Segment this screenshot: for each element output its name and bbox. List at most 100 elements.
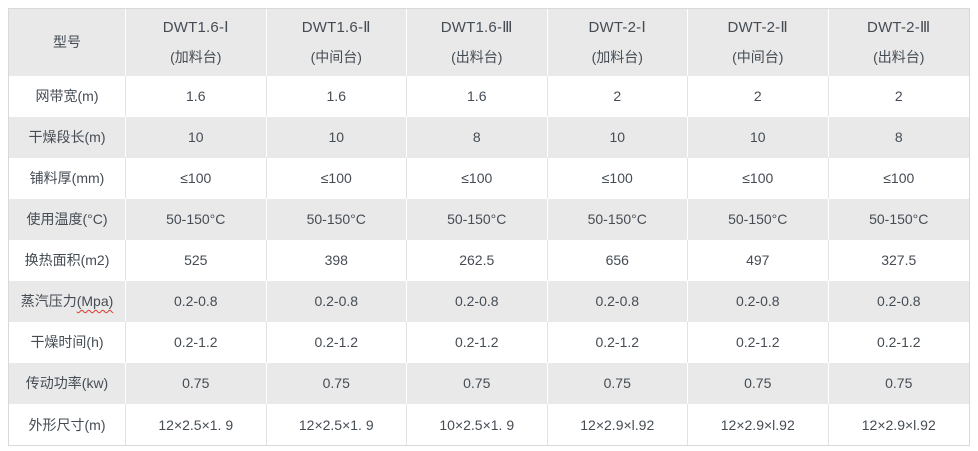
column-header-dwt2-3: DWT-2-Ⅲ (出料台): [828, 9, 969, 76]
cell: 0.2-1.2: [547, 322, 688, 363]
cell: 10: [547, 117, 688, 158]
table-row-layer-thickness: 铺料厚(mm) ≤100 ≤100 ≤100 ≤100 ≤100 ≤100: [9, 158, 969, 199]
row-label-text: 外形尺寸(m): [28, 416, 106, 433]
cell: 10×2.5×1. 9: [407, 404, 548, 445]
cell: 12×2.9×l.92: [828, 404, 969, 445]
table-header: 型号 DWT1.6-Ⅰ (加料台) DWT1.6-Ⅱ (中间台) DWT1.6-…: [9, 9, 969, 76]
cell: 0.75: [126, 363, 267, 404]
spec-table: 型号 DWT1.6-Ⅰ (加料台) DWT1.6-Ⅱ (中间台) DWT1.6-…: [9, 9, 969, 445]
cell: 0.2-1.2: [828, 322, 969, 363]
corner-header-label: 型号: [53, 34, 81, 50]
row-label: 干燥时间(h): [9, 322, 126, 363]
cell: 0.75: [547, 363, 688, 404]
header-row: 型号 DWT1.6-Ⅰ (加料台) DWT1.6-Ⅱ (中间台) DWT1.6-…: [9, 9, 969, 76]
cell: 1.6: [266, 76, 407, 117]
table-row-steam-pressure: 蒸汽压力(Mpa) 0.2-0.8 0.2-0.8 0.2-0.8 0.2-0.…: [9, 281, 969, 322]
cell: 0.2-1.2: [688, 322, 829, 363]
cell: ≤100: [126, 158, 267, 199]
cell: 50-150°C: [266, 199, 407, 240]
cell: 50-150°C: [547, 199, 688, 240]
cell: ≤100: [266, 158, 407, 199]
row-label-text: 传动功率(kw): [25, 375, 109, 391]
cell: 50-150°C: [126, 199, 267, 240]
cell: 0.75: [688, 363, 829, 404]
spellcheck-underline: (Mpa): [76, 293, 114, 309]
table-row-belt-width: 网带宽(m) 1.6 1.6 1.6 2 2 2: [9, 76, 969, 117]
cell: ≤100: [547, 158, 688, 199]
column-header-dwt16-2: DWT1.6-Ⅱ (中间台): [266, 9, 407, 76]
row-label-text: 干燥段长(m): [28, 129, 106, 145]
cell: 2: [688, 76, 829, 117]
cell: 0.2-0.8: [688, 281, 829, 322]
cell: 12×2.9×l.92: [547, 404, 688, 445]
cell: 1.6: [126, 76, 267, 117]
table-row-heat-area: 换热面积(m2) 525 398 262.5 656 497 327.5: [9, 240, 969, 281]
cell: ≤100: [407, 158, 548, 199]
row-label: 使用温度(°C): [9, 199, 126, 240]
cell: 8: [407, 117, 548, 158]
cell: 10: [688, 117, 829, 158]
cell: 50-150°C: [828, 199, 969, 240]
cell: 0.75: [266, 363, 407, 404]
column-header-dwt16-3: DWT1.6-Ⅲ (出料台): [407, 9, 548, 76]
cell: 327.5: [828, 240, 969, 281]
cell: 0.75: [828, 363, 969, 404]
cell: 525: [126, 240, 267, 281]
corner-header-model: 型号: [9, 9, 126, 76]
cell: 0.2-0.8: [266, 281, 407, 322]
cell: 50-150°C: [407, 199, 548, 240]
column-model-name: DWT-2-Ⅲ: [867, 18, 931, 36]
cell: 0.2-0.8: [126, 281, 267, 322]
column-header-dwt2-2: DWT-2-Ⅱ (中间台): [688, 9, 829, 76]
row-label: 外形尺寸(m): [9, 404, 126, 445]
row-label-text: 网带宽(m): [35, 88, 99, 104]
cell: 12×2.9×l.92: [688, 404, 829, 445]
column-model-name: DWT-2-Ⅱ: [727, 18, 788, 36]
table-row-drive-power: 传动功率(kw) 0.75 0.75 0.75 0.75 0.75 0.75: [9, 363, 969, 404]
column-model-name: DWT-2-Ⅰ: [588, 18, 646, 36]
cell: 398: [266, 240, 407, 281]
column-station-name: (出料台): [451, 48, 503, 65]
row-label-text: 蒸汽压力: [20, 293, 77, 309]
cell: 497: [688, 240, 829, 281]
cell: 10: [126, 117, 267, 158]
column-station-name: (加料台): [170, 48, 222, 65]
cell: 2: [828, 76, 969, 117]
cell: 0.2-1.2: [266, 322, 407, 363]
cell: ≤100: [828, 158, 969, 199]
cell: ≤100: [688, 158, 829, 199]
column-model-name: DWT1.6-Ⅲ: [440, 18, 513, 36]
column-station-name: (加料台): [591, 48, 643, 65]
cell: 0.2-1.2: [407, 322, 548, 363]
column-model-name: DWT1.6-Ⅰ: [162, 18, 229, 36]
table-row-drying-time: 干燥时间(h) 0.2-1.2 0.2-1.2 0.2-1.2 0.2-1.2 …: [9, 322, 969, 363]
row-label: 干燥段长(m): [9, 117, 126, 158]
column-header-dwt2-1: DWT-2-Ⅰ (加料台): [547, 9, 688, 76]
row-label-text: 使用温度(°C): [26, 211, 108, 227]
column-header-dwt16-1: DWT1.6-Ⅰ (加料台): [126, 9, 267, 76]
row-label: 网带宽(m): [9, 76, 126, 117]
cell: 10: [266, 117, 407, 158]
row-label-text: 铺料厚(mm): [29, 170, 105, 186]
cell: 0.75: [407, 363, 548, 404]
cell: 0.2-0.8: [407, 281, 548, 322]
row-label-text: 干燥时间(h): [30, 334, 104, 350]
row-label: 换热面积(m2): [9, 240, 126, 281]
table-row-overall-size: 外形尺寸(m) 12×2.5×1. 9 12×2.5×1. 9 10×2.5×1…: [9, 404, 969, 445]
spec-table-container: 型号 DWT1.6-Ⅰ (加料台) DWT1.6-Ⅱ (中间台) DWT1.6-…: [8, 8, 970, 446]
cell: 0.2-0.8: [547, 281, 688, 322]
row-label-text: 换热面积(m2): [24, 252, 110, 268]
cell: 262.5: [407, 240, 548, 281]
cell: 656: [547, 240, 688, 281]
cell: 12×2.5×1. 9: [266, 404, 407, 445]
table-row-operating-temp: 使用温度(°C) 50-150°C 50-150°C 50-150°C 50-1…: [9, 199, 969, 240]
column-model-name: DWT1.6-Ⅱ: [301, 18, 371, 36]
row-label: 传动功率(kw): [9, 363, 126, 404]
table-row-drying-length: 干燥段长(m) 10 10 8 10 10 8: [9, 117, 969, 158]
cell: 1.6: [407, 76, 548, 117]
cell: 12×2.5×1. 9: [126, 404, 267, 445]
column-station-name: (中间台): [732, 48, 784, 65]
table-body: 网带宽(m) 1.6 1.6 1.6 2 2 2 干燥段长(m) 10 10 8…: [9, 76, 969, 445]
cell: 0.2-0.8: [828, 281, 969, 322]
cell: 2: [547, 76, 688, 117]
